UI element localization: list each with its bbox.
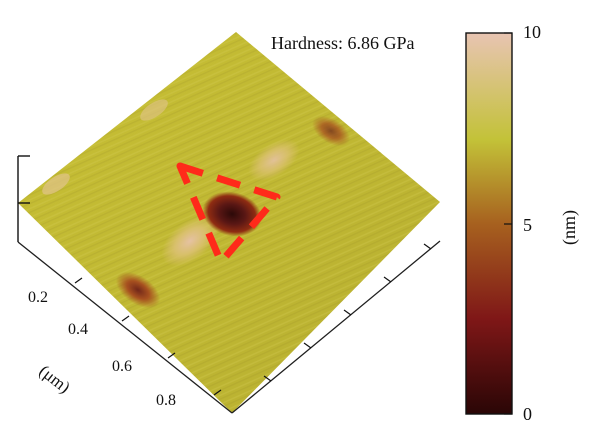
right-axis-tick-2 (303, 342, 312, 349)
right-axis-tick-1 (263, 375, 272, 382)
micron-tick-label-1: 0.2 (28, 289, 48, 306)
afm-surface (17, 32, 441, 414)
pileup-top (248, 139, 300, 181)
micron-tick-1 (74, 277, 83, 284)
micron-tick-2 (121, 315, 130, 322)
right-dimple (312, 115, 350, 147)
surface-front-left-edge (17, 241, 233, 414)
micron-tick-3 (167, 352, 176, 359)
colorbar-label-5: 5 (523, 215, 532, 235)
right-axis-tick-5 (423, 243, 432, 250)
top-edge-highlight (140, 99, 168, 121)
pileup-left (161, 215, 219, 267)
right-axis-tick-4 (383, 276, 392, 283)
left-edge-highlight (42, 173, 70, 195)
micron-tick-label-2: 0.4 (68, 321, 88, 338)
micron-tick-label-3: 0.6 (112, 358, 132, 375)
colorbar-unit-label: (nm) (559, 210, 580, 245)
surface-front-right-edge (231, 240, 441, 414)
lower-left-dimple (115, 271, 161, 309)
height-colorbar: 10 5 0 (nm) (465, 22, 580, 424)
colorbar-label-10: 10 (523, 22, 541, 42)
colorbar-label-0: 0 (523, 404, 532, 424)
indent-triangle-marker (176, 162, 281, 266)
z-axis (17, 155, 30, 242)
indentation-pit (202, 191, 262, 237)
micron-axis: 0.2 0.4 0.6 0.8 (μm) (28, 243, 432, 409)
micron-tick-label-4: 0.8 (156, 392, 176, 409)
right-axis-tick-3 (343, 309, 352, 316)
micron-unit-label: (μm) (36, 361, 74, 397)
hardness-annotation: Hardness: 6.86 GPa (271, 33, 414, 53)
micron-tick-4 (213, 389, 222, 396)
